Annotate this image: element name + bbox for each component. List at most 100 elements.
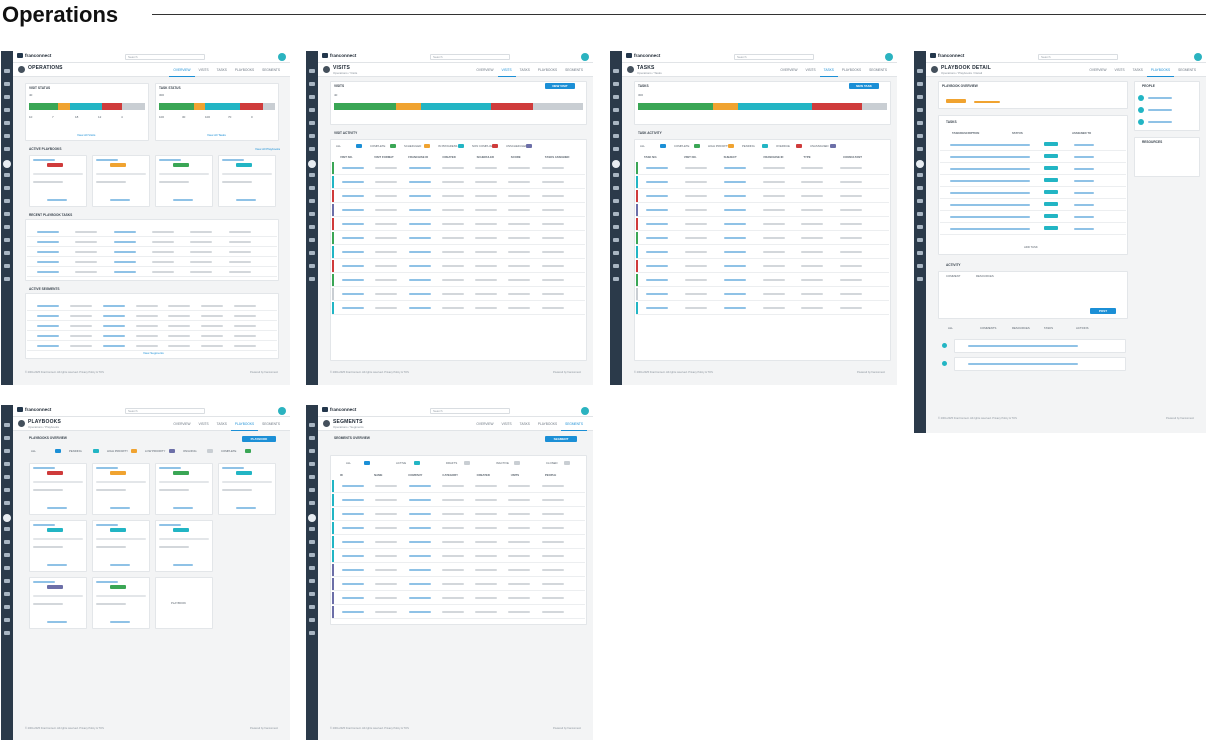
table-row[interactable] [332,506,585,507]
rail-nav-icon[interactable] [917,82,923,86]
rail-nav-icon[interactable] [4,69,10,73]
rail-nav-icon[interactable] [4,186,10,190]
new-item-button[interactable]: NEW TASK [849,83,879,89]
rail-nav-icon[interactable] [4,147,10,151]
filter-tab-in-progress[interactable]: IN PROGRESS [438,144,458,148]
view-all-visits-link[interactable]: View All Visits [77,133,96,137]
rail-nav-icon[interactable] [309,199,315,203]
table-row[interactable] [332,258,585,259]
filter-tab-complete[interactable]: COMPLETE [370,144,386,148]
filter-tab-all[interactable]: ALL [346,461,351,465]
table-row[interactable] [332,590,585,591]
new-playbook-label[interactable]: PLAYBOOK [171,601,187,605]
assignee-name[interactable] [1074,156,1094,158]
tab-tasks[interactable]: TASKS [216,68,227,72]
tab-segments[interactable]: SEGMENTS [561,421,587,431]
table-row[interactable] [636,300,889,301]
rail-nav-icon[interactable] [4,212,10,216]
view-playbook-link[interactable] [110,621,130,623]
filter-tab-scheduled[interactable]: SCHEDULED [404,144,422,148]
view-playbook-link[interactable] [173,507,193,509]
rail-nav-icon[interactable] [309,553,315,557]
view-playbook-link[interactable] [110,507,130,509]
comment-tab[interactable]: RESOURCES [976,274,994,278]
assignee-name[interactable] [1074,144,1094,146]
tab-overview[interactable]: OVERVIEW [173,422,191,426]
person-name[interactable] [1148,121,1172,123]
rail-nav-icon[interactable] [309,134,315,138]
user-avatar[interactable] [278,53,286,61]
table-row[interactable] [332,188,585,189]
rail-nav-icon[interactable] [309,251,315,255]
assignee-name[interactable] [1074,192,1094,194]
task-description[interactable] [950,168,1030,170]
tab-overview[interactable]: OVERVIEW [169,67,195,77]
task-description[interactable] [950,144,1030,146]
filter-tab-low-priority[interactable]: LOW PRIORITY [145,449,166,453]
rail-nav-icon[interactable] [309,82,315,86]
global-search-input[interactable]: Search [125,54,205,60]
table-row[interactable] [332,520,585,521]
rail-nav-icon[interactable] [309,147,315,151]
view-all-playbooks-link[interactable]: View All Playbooks [255,147,281,151]
user-avatar[interactable] [581,53,589,61]
filter-tab-inactive[interactable]: INACTIVE [496,461,509,465]
rail-nav-icon[interactable] [309,277,315,281]
table-row[interactable] [332,314,585,315]
rail-nav-icon[interactable] [309,501,315,505]
filter-tab-all[interactable]: ALL [336,144,341,148]
task-description[interactable] [950,216,1030,218]
task-row[interactable] [940,210,1126,211]
table-row[interactable] [332,202,585,203]
filter-tab-drafts[interactable]: DRAFTS [446,461,458,465]
view-playbook-link[interactable] [110,564,130,566]
assignee-name[interactable] [1074,216,1094,218]
view-playbook-link[interactable] [47,564,67,566]
view-playbook-link[interactable] [173,564,193,566]
table-row[interactable] [332,618,585,619]
tab-tasks[interactable]: TASKS [216,422,227,426]
rail-nav-icon[interactable] [4,605,10,609]
task-row[interactable] [940,234,1126,235]
new-playbook-button[interactable]: PLAYBOOK [242,436,276,442]
tab-playbooks[interactable]: PLAYBOOKS [1146,67,1175,77]
rail-nav-icon[interactable] [309,436,315,440]
rail-nav-icon[interactable] [917,238,923,242]
table-row[interactable] [332,272,585,273]
rail-nav-icon[interactable] [4,82,10,86]
filter-tab-closed[interactable]: CLOSED [546,461,558,465]
activity-tab[interactable]: TASKS [1044,326,1053,330]
tab-visits[interactable]: VISITS [1114,68,1125,72]
rail-nav-icon[interactable] [613,147,619,151]
new-item-button[interactable]: NEW VISIT [545,83,575,89]
filter-tab-non-compliant[interactable]: NON COMPLIANT [472,144,496,148]
tab-segments[interactable]: SEGMENTS [869,68,887,72]
table-row[interactable] [636,230,889,231]
task-row[interactable] [940,222,1126,223]
rail-nav-icon[interactable] [4,251,10,255]
rail-nav-icon[interactable] [3,514,11,522]
rail-nav-icon[interactable] [309,108,315,112]
rail-nav-icon[interactable] [309,212,315,216]
rail-nav-icon[interactable] [4,475,10,479]
rail-nav-icon[interactable] [4,618,10,622]
table-row[interactable] [332,216,585,217]
tab-playbooks[interactable]: PLAYBOOKS [537,68,558,72]
rail-nav-icon[interactable] [309,462,315,466]
table-row[interactable] [636,286,889,287]
tab-segments[interactable]: SEGMENTS [262,68,280,72]
rail-nav-icon[interactable] [3,160,11,168]
task-description[interactable] [950,180,1030,182]
rail-nav-icon[interactable] [917,212,923,216]
filter-tab-pending[interactable]: PENDING [742,144,755,148]
task-description[interactable] [950,192,1030,194]
table-row[interactable] [27,266,277,267]
assignee-name[interactable] [1074,204,1094,206]
rail-nav-icon[interactable] [613,199,619,203]
rail-nav-icon[interactable] [4,501,10,505]
comment-tab[interactable]: COMMENT [946,274,961,278]
table-row[interactable] [332,244,585,245]
global-search-input[interactable]: Search [734,54,814,60]
rail-nav-icon[interactable] [4,462,10,466]
rail-nav-icon[interactable] [613,186,619,190]
